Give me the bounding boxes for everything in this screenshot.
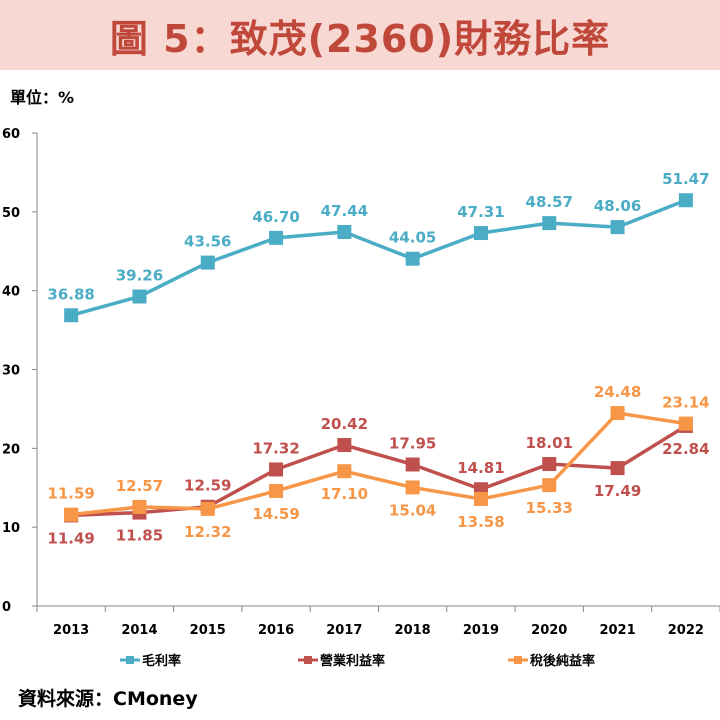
data-label: 23.14	[662, 394, 709, 412]
data-point-marker	[678, 416, 693, 431]
data-label: 48.57	[526, 193, 573, 211]
x-tick-label: 2019	[463, 623, 499, 638]
x-tick-label: 2018	[395, 623, 431, 638]
y-tick-label: 0	[2, 600, 11, 615]
data-point-marker	[269, 230, 284, 245]
data-label: 18.01	[526, 434, 573, 452]
data-label: 46.70	[252, 208, 299, 226]
legend-label: 毛利率	[142, 653, 181, 669]
data-point-marker	[269, 462, 284, 477]
data-label: 17.10	[321, 485, 368, 503]
data-label: 47.31	[457, 203, 504, 221]
series-line-0	[70, 198, 687, 317]
data-label: 51.47	[662, 170, 709, 188]
data-point-marker	[610, 461, 625, 476]
data-point-marker	[405, 251, 420, 266]
x-tick-label: 2013	[53, 623, 89, 638]
data-label: 14.81	[457, 459, 504, 477]
data-label: 22.84	[662, 440, 709, 458]
y-tick-label: 10	[2, 521, 20, 536]
data-label: 14.59	[252, 505, 299, 523]
data-point-marker	[200, 501, 215, 516]
x-tick-label: 2015	[190, 623, 226, 638]
data-point-marker	[405, 480, 420, 495]
data-point-marker	[542, 457, 557, 472]
data-label: 44.05	[389, 229, 436, 247]
data-point-marker	[542, 478, 557, 493]
y-tick-label: 40	[2, 285, 20, 300]
data-label: 11.85	[116, 527, 163, 545]
data-point-marker	[132, 499, 147, 514]
y-tick-label: 30	[2, 364, 20, 379]
data-label: 43.56	[184, 233, 231, 251]
data-point-marker	[405, 457, 420, 472]
series-line-1	[71, 424, 687, 518]
series-line-2	[70, 411, 687, 517]
y-tick-label: 20	[2, 442, 20, 457]
data-label: 36.88	[47, 285, 94, 303]
source-label: 資料來源：CMoney	[18, 688, 198, 710]
data-point-marker	[542, 216, 557, 231]
data-label: 12.32	[184, 523, 231, 541]
data-point-marker	[473, 491, 488, 506]
data-label: 39.26	[116, 267, 163, 285]
data-label: 11.59	[47, 485, 94, 503]
data-label: 17.32	[252, 439, 299, 457]
data-point-marker	[610, 220, 625, 235]
data-label: 15.04	[389, 501, 436, 519]
x-tick-label: 2014	[121, 623, 157, 638]
data-point-marker	[64, 308, 79, 323]
data-point-marker	[473, 226, 488, 241]
chart-title: 圖 5：致茂(2360)財務比率	[109, 16, 611, 61]
data-point-marker	[610, 406, 625, 421]
x-tick-label: 2022	[668, 623, 704, 638]
data-point-marker	[269, 483, 284, 498]
data-point-marker	[337, 225, 352, 240]
data-label: 48.06	[594, 197, 641, 215]
data-point-marker	[200, 255, 215, 270]
data-point-marker	[337, 438, 352, 453]
data-point-marker	[337, 464, 352, 479]
legend-swatch-marker	[126, 656, 134, 664]
data-label: 12.59	[184, 477, 231, 495]
data-label: 13.58	[457, 513, 504, 531]
x-tick-label: 2021	[599, 623, 635, 638]
x-tick-label: 2017	[326, 623, 362, 638]
data-label: 24.48	[594, 383, 641, 401]
title-banner: 圖 5：致茂(2360)財務比率	[0, 0, 720, 70]
x-tick-label: 2020	[531, 623, 567, 638]
x-tick-label: 2016	[258, 623, 294, 638]
data-point-marker	[132, 289, 147, 304]
data-label: 20.42	[321, 415, 368, 433]
data-point-marker	[64, 507, 79, 522]
data-label: 47.44	[321, 202, 368, 220]
unit-label: 單位：%	[10, 88, 75, 107]
legend-swatch-marker	[514, 656, 522, 664]
data-label: 11.49	[47, 529, 94, 547]
data-label: 12.57	[116, 477, 163, 495]
data-label: 17.49	[594, 482, 641, 500]
legend-label: 營業利益率	[320, 653, 385, 669]
y-tick-label: 60	[2, 127, 20, 142]
y-tick-label: 50	[2, 206, 20, 221]
data-label: 17.95	[389, 434, 436, 452]
data-point-marker	[678, 193, 693, 208]
legend-swatch-marker	[304, 656, 312, 664]
data-label: 15.33	[526, 499, 573, 517]
legend-label: 稅後純益率	[530, 653, 595, 669]
